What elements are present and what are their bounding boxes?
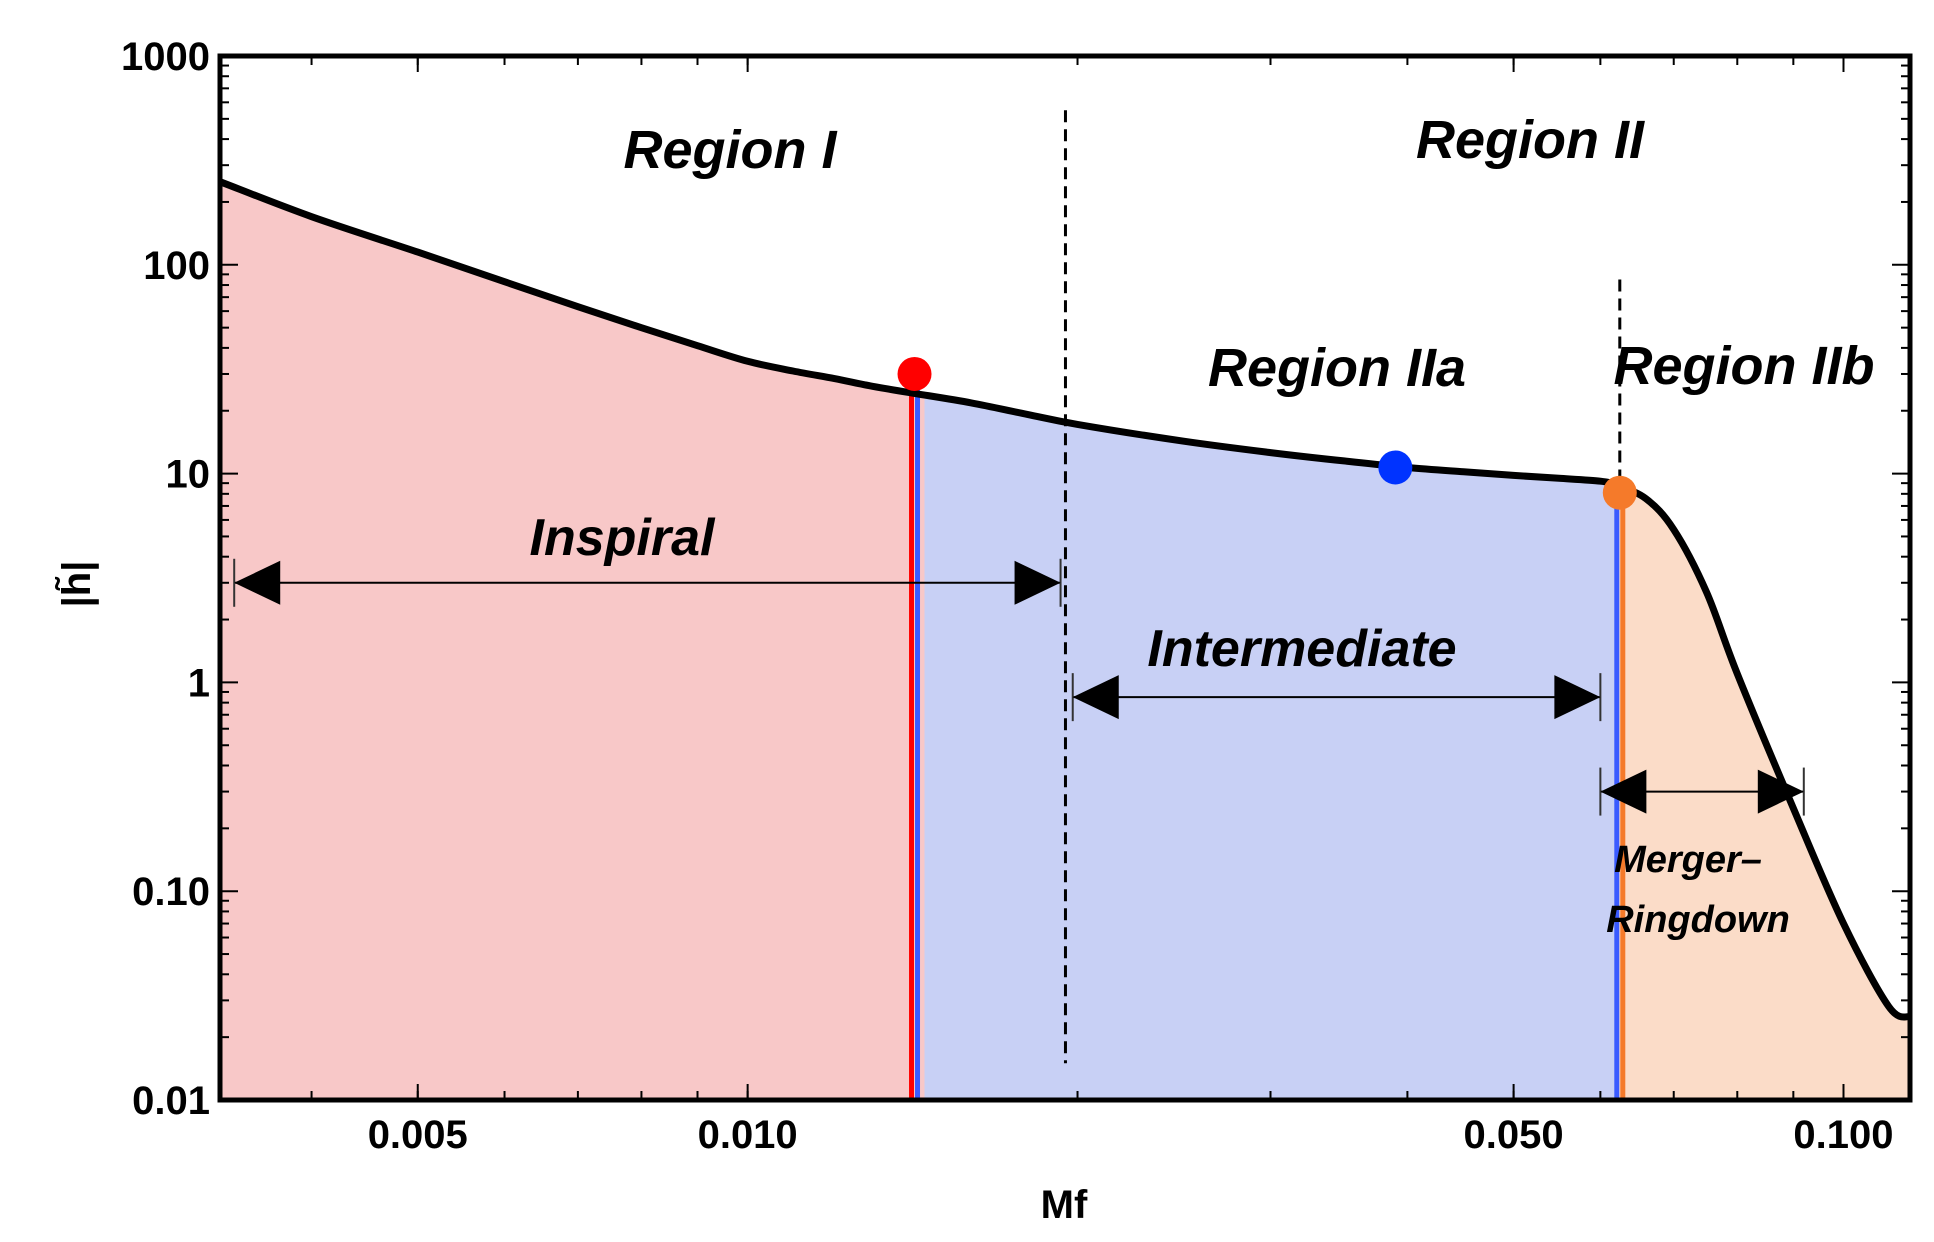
- arrow-merger-ringdown: [1599, 767, 1805, 816]
- transition-marker-3: [1602, 475, 1637, 510]
- x-tick-label: 0.100: [1793, 1113, 1893, 1157]
- y-tick-label: 0.01: [132, 1079, 210, 1123]
- arrow-head-right: [1014, 560, 1061, 605]
- arrow-head-left: [1072, 675, 1119, 720]
- arrow-head-right: [1554, 675, 1601, 720]
- shaded-bands: [220, 181, 1910, 1101]
- band-inspiral: [220, 181, 925, 1100]
- transition-marker-1: [897, 356, 932, 391]
- inspiral-label: Inspiral: [530, 509, 716, 567]
- intermediate-label: Intermediate: [1147, 620, 1456, 678]
- phase-arrows: [233, 558, 1805, 816]
- region-2a-label: Region IIa: [1208, 338, 1466, 398]
- region-1-label: Region I: [624, 120, 838, 180]
- y-tick-label: 0.10: [132, 870, 210, 914]
- y-tick-label: 10: [166, 453, 211, 497]
- x-tick-label: 0.050: [1464, 1113, 1564, 1157]
- y-tick-label: 1000: [121, 35, 210, 79]
- region-2-label: Region II: [1416, 110, 1645, 170]
- arrow-intermediate: [1071, 673, 1602, 722]
- amplitude-curve-layer: [218, 178, 1912, 1021]
- y-tick-label: 100: [143, 244, 210, 288]
- arrow-head-right: [1757, 769, 1804, 814]
- merger-label-line2: Ringdown: [1606, 899, 1790, 941]
- plot-border: [217, 53, 1913, 1103]
- x-tick-label: 0.005: [368, 1113, 468, 1157]
- y-tick-label: 1: [188, 661, 210, 705]
- region-dashed-lines: [1063, 110, 1622, 1064]
- region-2b-label: Region IIb: [1614, 336, 1875, 396]
- transition-marker-2: [1378, 450, 1413, 485]
- band-dividers: [909, 373, 1626, 1100]
- band-intermediate: [924, 395, 1616, 1101]
- plot-frame: [217, 53, 1913, 1103]
- x-axis-title: Mf: [1041, 1183, 1088, 1227]
- axis-ticks: 0.005 0.010 0.050 0.100 0.01 0.10 1 10 100 1000: [121, 35, 1910, 1157]
- x-tick-label: 0.010: [698, 1113, 798, 1157]
- arrow-head-left: [234, 560, 281, 605]
- amplitude-curve: [218, 178, 1912, 1021]
- transition-markers: [897, 356, 1637, 510]
- arrow-inspiral: [233, 558, 1062, 607]
- merger-label-line1: Merger–: [1614, 839, 1762, 881]
- arrow-head-left: [1600, 769, 1647, 814]
- y-axis-title: |h̃|: [53, 561, 99, 608]
